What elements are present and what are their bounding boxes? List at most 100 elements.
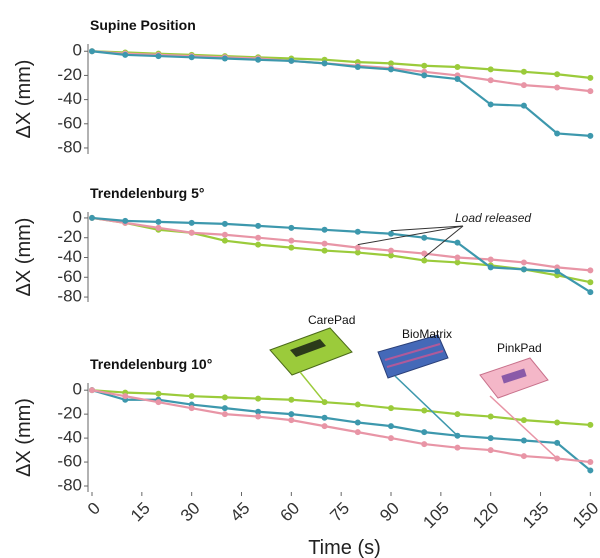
x-tick-label: 90 — [376, 499, 403, 526]
data-point — [488, 66, 494, 72]
data-point — [189, 393, 195, 399]
data-point — [388, 66, 394, 72]
data-point — [554, 85, 560, 91]
legend-leader — [300, 372, 325, 402]
data-point — [521, 437, 527, 443]
data-point — [189, 220, 195, 226]
x-tick-label: 135 — [519, 499, 552, 532]
data-point — [554, 268, 560, 274]
data-point — [355, 420, 361, 426]
data-point — [222, 411, 228, 417]
data-point — [554, 130, 560, 136]
legend-label: BioMatrix — [402, 327, 452, 341]
data-point — [454, 76, 460, 82]
data-point — [454, 240, 460, 246]
data-point — [288, 245, 294, 251]
data-point — [554, 420, 560, 426]
legend-leader — [490, 396, 557, 458]
data-point — [421, 429, 427, 435]
data-point — [322, 415, 328, 421]
data-point — [288, 225, 294, 231]
data-point — [521, 259, 527, 265]
data-point — [155, 399, 161, 405]
x-tick-label: 75 — [326, 499, 353, 526]
data-point — [288, 397, 294, 403]
panel-title: Trendelenburg 10° — [90, 356, 212, 372]
data-point — [222, 232, 228, 238]
data-point — [255, 396, 261, 402]
data-point — [554, 440, 560, 446]
data-point — [454, 64, 460, 70]
data-point — [322, 241, 328, 247]
data-point — [155, 225, 161, 231]
data-point — [322, 60, 328, 66]
data-point — [488, 264, 494, 270]
data-point — [454, 445, 460, 451]
data-point — [488, 447, 494, 453]
data-point — [587, 267, 593, 273]
y-axis-label: ΔX (mm) — [13, 218, 35, 297]
y-tick-label: -20 — [57, 65, 82, 84]
data-point — [587, 422, 593, 428]
x-tick-label: 60 — [277, 499, 304, 526]
data-point — [322, 248, 328, 254]
x-tick-label: 45 — [227, 499, 254, 526]
data-point — [388, 231, 394, 237]
x-tick-label: 15 — [127, 499, 154, 526]
series-line — [92, 218, 590, 270]
data-point — [587, 133, 593, 139]
y-tick-label: -60 — [57, 113, 82, 132]
data-point — [288, 417, 294, 423]
legend-leader — [395, 376, 457, 436]
data-point — [255, 57, 261, 63]
x-tick-label: 105 — [419, 499, 452, 532]
data-point — [355, 245, 361, 251]
x-axis-label: Time (s) — [308, 537, 381, 558]
y-tick-label: -60 — [57, 267, 82, 286]
data-point — [355, 429, 361, 435]
data-point — [255, 223, 261, 229]
data-point — [454, 254, 460, 260]
data-point — [189, 405, 195, 411]
panel-title: Supine Position — [90, 17, 196, 33]
legend-label: PinkPad — [497, 341, 542, 355]
data-point — [421, 72, 427, 78]
x-tick-label: 0 — [84, 499, 104, 519]
data-point — [587, 459, 593, 465]
data-point — [521, 417, 527, 423]
data-point — [554, 71, 560, 77]
y-tick-label: -40 — [57, 89, 82, 108]
y-tick-label: -80 — [57, 287, 82, 306]
data-point — [488, 435, 494, 441]
series-line — [92, 390, 590, 470]
chart: Supine PositionΔX (mm)0-20-40-60-80Trend… — [0, 0, 600, 558]
y-tick-label: -40 — [57, 247, 82, 266]
data-point — [421, 257, 427, 263]
data-point — [587, 289, 593, 295]
data-point — [189, 230, 195, 236]
y-tick-label: 0 — [73, 207, 82, 226]
data-point — [587, 279, 593, 285]
data-point — [189, 54, 195, 60]
y-axis-label: ΔX (mm) — [13, 60, 35, 139]
data-point — [155, 53, 161, 59]
y-tick-label: -20 — [57, 404, 82, 423]
data-point — [521, 103, 527, 109]
y-axis-label: ΔX (mm) — [13, 398, 35, 477]
data-point — [388, 423, 394, 429]
data-point — [355, 402, 361, 408]
y-tick-label: -80 — [57, 137, 82, 156]
data-point — [122, 52, 128, 58]
data-point — [488, 77, 494, 83]
data-point — [288, 238, 294, 244]
data-point — [421, 408, 427, 414]
data-point — [322, 423, 328, 429]
panel-title: Trendelenburg 5° — [90, 185, 205, 201]
y-tick-label: -40 — [57, 428, 82, 447]
data-point — [255, 414, 261, 420]
data-point — [222, 221, 228, 227]
data-point — [421, 63, 427, 69]
y-tick-label: 0 — [73, 380, 82, 399]
data-point — [587, 75, 593, 81]
data-point — [454, 411, 460, 417]
